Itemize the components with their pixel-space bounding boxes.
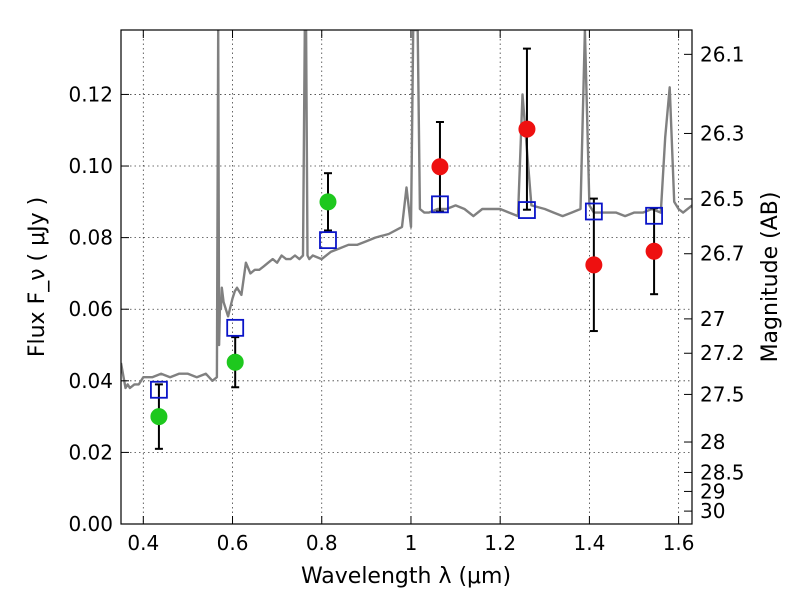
plot-frame <box>120 29 693 525</box>
y2-tick-label: 27 <box>700 307 725 331</box>
data-point <box>319 193 337 211</box>
model-square <box>319 231 337 250</box>
y-tick-label: 0.12 <box>68 82 113 106</box>
y-tick-label: 0.04 <box>68 369 113 393</box>
x-axis-ticks: 0.4 0.6 0.8 1 1.2 1.4 1.6 <box>127 30 695 555</box>
y2-tick-label: 26.1 <box>700 42 745 66</box>
y2-tick-label: 28 <box>700 430 725 454</box>
x-tick-label: 1.6 <box>663 531 695 555</box>
model-square <box>645 206 663 225</box>
x-tick-label: 0.8 <box>306 531 338 555</box>
y2-tick-label: 26.3 <box>700 121 745 145</box>
data-point <box>518 120 536 138</box>
model-square <box>518 201 536 219</box>
y-tick-label: 0.02 <box>68 440 113 464</box>
y2-tick-label: 30 <box>700 499 725 523</box>
y-tick-label: 0.06 <box>68 297 113 321</box>
model-square <box>584 202 603 221</box>
y2-tick-label: 26.5 <box>700 187 745 211</box>
y-tick-label: 0.10 <box>68 154 113 178</box>
x-tick-label: 0.6 <box>217 531 249 555</box>
y2-tick-label: 26.7 <box>700 242 745 266</box>
data-point <box>645 242 663 260</box>
x-axis-label: Wavelength λ (μm) <box>301 564 511 589</box>
y2-tick-label: 27.2 <box>700 341 745 365</box>
data-point <box>150 408 168 426</box>
y-tick-label: 0.08 <box>68 226 113 250</box>
y2-tick-label: 29 <box>700 479 725 503</box>
y-tick-label: 0.00 <box>68 512 113 536</box>
model-square <box>150 380 168 399</box>
x-tick-label: 1.4 <box>573 531 605 555</box>
y-axis-label: Flux F_ν ( μJy ) <box>25 197 50 357</box>
model-photometry-markers <box>150 195 663 399</box>
x-tick-label: 0.4 <box>127 531 159 555</box>
data-point <box>431 158 449 176</box>
y2-tick-label: 28.5 <box>700 460 745 484</box>
x-tick-label: 1.2 <box>484 531 516 555</box>
y-axis-ticks: 0.00 0.02 0.04 0.06 0.08 0.10 0.12 <box>68 82 129 536</box>
spectrum-line <box>121 30 692 390</box>
observed-photometry-markers <box>150 120 663 426</box>
y2-tick-label: 27.5 <box>700 382 745 406</box>
y2-axis-label: Magnitude (AB) <box>758 192 783 363</box>
model-spectrum <box>121 30 692 390</box>
model-square <box>226 318 245 337</box>
x-tick-label: 1 <box>405 531 418 555</box>
model-square <box>431 195 449 214</box>
data-point <box>226 353 244 371</box>
data-point <box>585 256 603 274</box>
